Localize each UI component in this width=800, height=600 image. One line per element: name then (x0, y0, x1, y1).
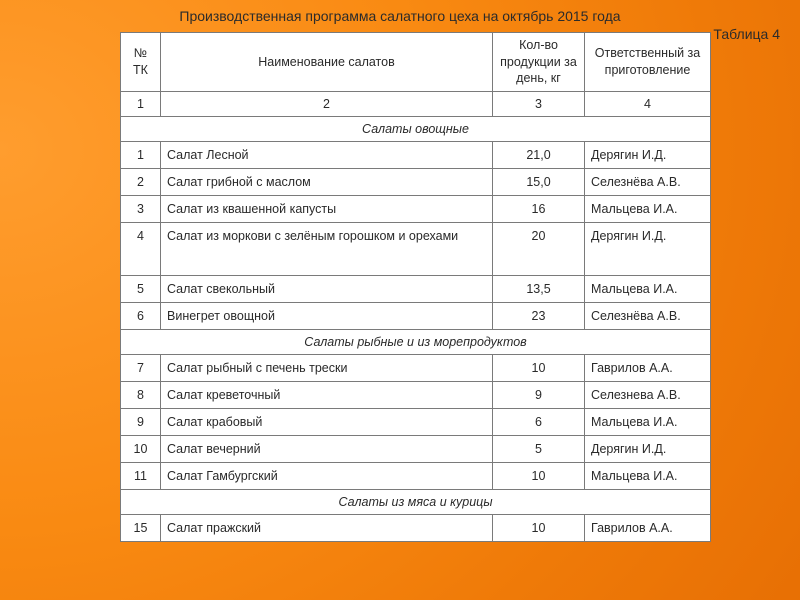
page-title: Производственная программа салатного цех… (0, 8, 800, 24)
cell-resp: Мальцева И.А. (585, 463, 711, 490)
table-row: 1Салат Лесной21,0Дерягин И.Д. (121, 142, 711, 169)
cell-resp: Мальцева И.А. (585, 276, 711, 303)
cell-tk: 5 (121, 276, 161, 303)
table-row: 10Салат вечерний5Дерягин И.Д. (121, 436, 711, 463)
table-row: 9Салат крабовый6Мальцева И.А. (121, 409, 711, 436)
column-number-row: 1234 (121, 92, 711, 117)
cell-resp: Дерягин И.Д. (585, 142, 711, 169)
cell-qty: 23 (493, 303, 585, 330)
section-title: Салаты овощные (121, 117, 711, 142)
cell-name: Салат рыбный с печень трески (161, 355, 493, 382)
cell-name: Салат пражский (161, 515, 493, 542)
cell-tk: 6 (121, 303, 161, 330)
cell-qty: 6 (493, 409, 585, 436)
col-header-tk: № ТК (121, 33, 161, 92)
cell-name: Салат Гамбургский (161, 463, 493, 490)
cell-tk: 9 (121, 409, 161, 436)
col-header-qty: Кол-во продукции за день, кг (493, 33, 585, 92)
cell-tk: 15 (121, 515, 161, 542)
cell-name: Винегрет овощной (161, 303, 493, 330)
section-title: Салаты из мяса и курицы (121, 490, 711, 515)
cell-qty: 10 (493, 355, 585, 382)
cell-name: Салат вечерний (161, 436, 493, 463)
cell-resp: Гаврилов А.А. (585, 515, 711, 542)
cell-resp: Селезнёва А.В. (585, 169, 711, 196)
column-number-3: 3 (493, 92, 585, 117)
table-header-row: № ТК Наименование салатов Кол-во продукц… (121, 33, 711, 92)
cell-name: Салат крабовый (161, 409, 493, 436)
cell-name: Салат свекольный (161, 276, 493, 303)
table-row: 5Салат свекольный13,5Мальцева И.А. (121, 276, 711, 303)
cell-qty: 21,0 (493, 142, 585, 169)
table-row: 6Винегрет овощной23Селезнёва А.В. (121, 303, 711, 330)
cell-resp: Мальцева И.А. (585, 409, 711, 436)
cell-tk: 8 (121, 382, 161, 409)
cell-qty: 13,5 (493, 276, 585, 303)
cell-name: Салат из моркови с зелёным горошком и ор… (161, 223, 493, 276)
table-row: 2Салат грибной с маслом15,0Селезнёва А.В… (121, 169, 711, 196)
table-number: Таблица 4 (713, 26, 780, 42)
cell-tk: 2 (121, 169, 161, 196)
section-title: Салаты рыбные и из морепродуктов (121, 330, 711, 355)
table-row: 3Салат из квашенной капусты16Мальцева И.… (121, 196, 711, 223)
production-table: № ТК Наименование салатов Кол-во продукц… (120, 32, 710, 542)
col-header-resp: Ответственный за приготовление (585, 33, 711, 92)
table-row: 4Салат из моркови с зелёным горошком и о… (121, 223, 711, 276)
cell-qty: 10 (493, 463, 585, 490)
cell-qty: 20 (493, 223, 585, 276)
cell-qty: 15,0 (493, 169, 585, 196)
cell-qty: 10 (493, 515, 585, 542)
column-number-2: 2 (161, 92, 493, 117)
cell-resp: Дерягин И.Д. (585, 436, 711, 463)
cell-name: Салат Лесной (161, 142, 493, 169)
section-row: Салаты овощные (121, 117, 711, 142)
cell-resp: Дерягин И.Д. (585, 223, 711, 276)
cell-tk: 1 (121, 142, 161, 169)
cell-tk: 4 (121, 223, 161, 276)
cell-tk: 3 (121, 196, 161, 223)
cell-resp: Мальцева И.А. (585, 196, 711, 223)
section-row: Салаты из мяса и курицы (121, 490, 711, 515)
cell-name: Салат креветочный (161, 382, 493, 409)
column-number-4: 4 (585, 92, 711, 117)
cell-name: Салат из квашенной капусты (161, 196, 493, 223)
cell-qty: 5 (493, 436, 585, 463)
table-row: 8Салат креветочный9Селезнева А.В. (121, 382, 711, 409)
table-row: 11Салат Гамбургский10Мальцева И.А. (121, 463, 711, 490)
column-number-1: 1 (121, 92, 161, 117)
cell-tk: 10 (121, 436, 161, 463)
table-row: 7Салат рыбный с печень трески10Гаврилов … (121, 355, 711, 382)
section-row: Салаты рыбные и из морепродуктов (121, 330, 711, 355)
cell-qty: 9 (493, 382, 585, 409)
cell-tk: 7 (121, 355, 161, 382)
cell-resp: Селезнёва А.В. (585, 303, 711, 330)
cell-tk: 11 (121, 463, 161, 490)
table-row: 15Салат пражский10Гаврилов А.А. (121, 515, 711, 542)
cell-resp: Гаврилов А.А. (585, 355, 711, 382)
cell-name: Салат грибной с маслом (161, 169, 493, 196)
cell-resp: Селезнева А.В. (585, 382, 711, 409)
cell-qty: 16 (493, 196, 585, 223)
col-header-name: Наименование салатов (161, 33, 493, 92)
